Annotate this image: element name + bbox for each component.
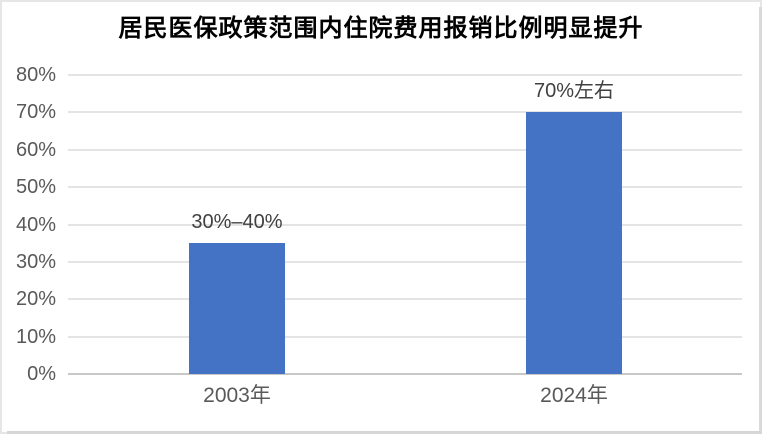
gridline bbox=[68, 336, 742, 338]
y-tick-label: 80% bbox=[15, 64, 56, 86]
y-tick-label: 10% bbox=[15, 326, 56, 348]
y-tick-label: 0% bbox=[27, 363, 56, 385]
bar-data-label: 30%–40% bbox=[191, 211, 283, 233]
gridline bbox=[68, 298, 742, 300]
y-tick-label: 60% bbox=[15, 139, 56, 161]
gridline bbox=[68, 111, 742, 113]
y-tick-label: 20% bbox=[15, 288, 56, 310]
gridline bbox=[68, 224, 742, 226]
plot-area: 30%–40% 2003年 70%左右 2024年 bbox=[68, 74, 742, 407]
x-category-label: 2003年 bbox=[203, 384, 271, 407]
bar-2003年 bbox=[189, 243, 285, 374]
y-tick-label: 40% bbox=[15, 214, 56, 236]
gridline bbox=[68, 186, 742, 188]
bar-data-label: 70%左右 bbox=[533, 80, 615, 102]
y-tick-label: 50% bbox=[15, 176, 56, 198]
card-shadow-right bbox=[759, 7, 762, 434]
card-shadow-bottom bbox=[7, 431, 762, 434]
chart-title: 居民医保政策范围内住院费用报销比例明显提升 bbox=[118, 15, 644, 42]
x-category-label: 2024年 bbox=[540, 384, 608, 407]
y-tick-label: 30% bbox=[15, 251, 56, 273]
gridline bbox=[68, 149, 742, 151]
gridline bbox=[68, 74, 742, 76]
gridline bbox=[68, 261, 742, 263]
x-axis-baseline bbox=[68, 373, 742, 375]
y-axis: 0% 10% 20% 30% 40% 50% 60% 70% 80% bbox=[0, 64, 56, 385]
bar-2024年 bbox=[526, 112, 622, 374]
y-tick-label: 70% bbox=[15, 101, 56, 123]
